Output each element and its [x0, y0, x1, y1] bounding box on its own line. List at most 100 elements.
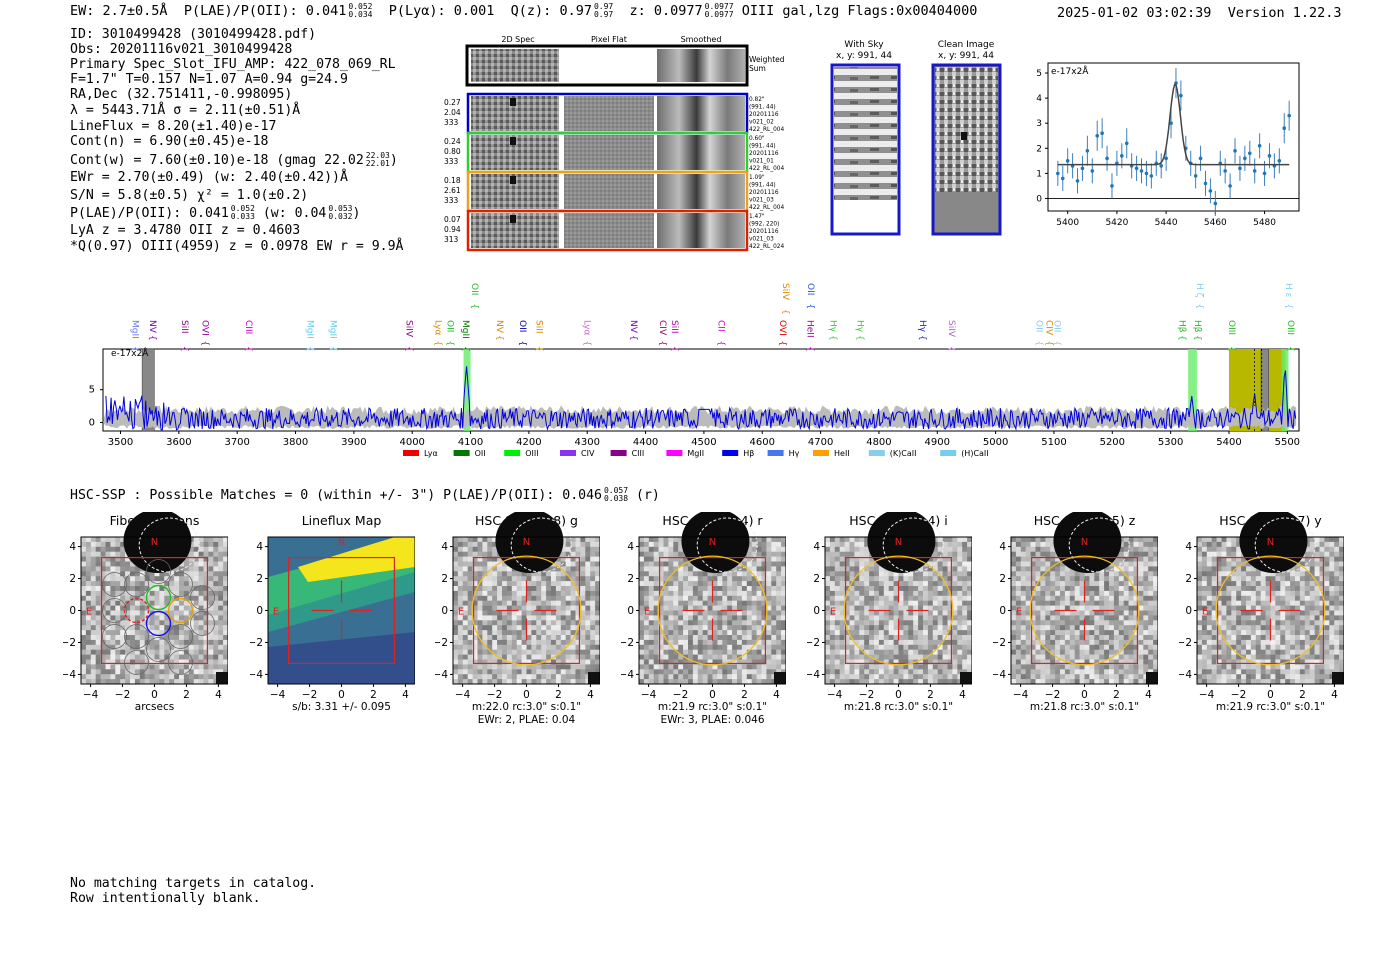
hsc-noise [453, 537, 600, 685]
hsc-noise [825, 537, 972, 685]
hsc-north-label: N [151, 537, 158, 548]
spec-legend-label: MgII [687, 449, 704, 458]
hsc-ytick-label: −2 [807, 637, 820, 649]
zoom-point [1223, 169, 1227, 173]
hsc-match-circle [843, 555, 954, 666]
spec-emission-bracket: { [669, 346, 679, 352]
clean-image-title: Clean Image [938, 40, 995, 50]
hsc-ytick-label: 0 [441, 605, 448, 617]
hsc-flux-peak [298, 537, 415, 582]
cutout-left-label: 2.04 [444, 108, 461, 117]
hsc-aperture-box [844, 556, 953, 665]
spec-legend-label: CIV [581, 449, 595, 458]
info-lya: LyA z = 3.4780 OII z = 0.4603 [70, 223, 301, 238]
cutout-left-label: 333 [444, 157, 459, 166]
cutout-right-label: 1.09" [749, 175, 765, 181]
spec-emission-bracket: { [1044, 341, 1054, 347]
hsc-xtick-label: 4 [215, 689, 222, 701]
hsc-xtick-label: 2 [1113, 689, 1120, 701]
hsc-xtick-label: 2 [183, 689, 190, 701]
weighted-sum-spec [471, 49, 559, 82]
header-line: OIII gal,lzg Flags:0x00404000 [741, 3, 978, 19]
hsc-xtick-label: −4 [827, 689, 843, 701]
spec-emission-label: NV [147, 320, 157, 334]
spec-emission-label: CIV [1044, 320, 1054, 336]
hsc-fiber-colored [145, 584, 172, 611]
spec-emission-bracket: { [716, 341, 726, 347]
hsc-xtick-label: 0 [709, 689, 716, 701]
cutout-left-label: 0.27 [444, 98, 461, 107]
spec-emission-label: CIV [657, 320, 667, 336]
hsc-xtick-label: 4 [773, 689, 780, 701]
spec-emission-bracket: { [469, 304, 479, 310]
hsc-north-label: N [523, 537, 530, 548]
spec-legend-swatch [868, 450, 885, 456]
hsc-east-label: E [644, 607, 650, 618]
hsc-east-label: E [273, 607, 279, 618]
zoom-xtick-label: 5440 [1155, 218, 1178, 228]
spec-emission-bracket: { [1226, 346, 1236, 352]
hsc-star-mask [1068, 517, 1130, 573]
cutout-left-label: 333 [444, 118, 459, 127]
hsc-ytick-label: 4 [256, 541, 263, 553]
hsc-fiber-grey [190, 611, 215, 636]
zoom-point [1262, 171, 1267, 176]
spec-emission-label: OII [1052, 320, 1062, 332]
hsc-aperture-box [1030, 556, 1139, 665]
hsc-north-label: N [338, 537, 345, 548]
hsc-xtick-label: 2 [555, 689, 562, 701]
spec-emission-bracket: { [780, 309, 790, 315]
spec-legend-swatch [610, 450, 627, 456]
cutout-left-label: 0.07 [444, 215, 461, 224]
spec-xtick-label: 5100 [1041, 437, 1066, 448]
hsc-corner-dark [588, 672, 600, 684]
header-plae-lo: 0.034 [348, 10, 373, 19]
info-sn: S/N = 5.8(±0.5) χ² = 1.0(±0.2) [70, 188, 309, 203]
spec-legend-swatch [504, 450, 521, 456]
hsc-east-label: E [458, 607, 464, 618]
spec-emission-bracket: { [628, 335, 638, 341]
hsc-ytick-label: −4 [807, 669, 820, 681]
spec-emission-label: H ε [1283, 283, 1293, 298]
spec-emission-label: MgII [304, 320, 314, 339]
spec-emission-label: MgII [328, 320, 338, 339]
hsc-fiber-colored [145, 610, 172, 637]
cutout-smooth [657, 135, 745, 170]
zoom-point [1238, 166, 1242, 171]
hsc-ytick-label: −2 [435, 637, 448, 649]
cutout-header-flat: Pixel Flat [591, 35, 627, 44]
spec-emission-label: OVI [199, 320, 209, 336]
spec-emission-label: Hγ [854, 320, 864, 333]
spec-emission-bracket: { [777, 341, 787, 347]
hsc-panel-1: Lineflux Map N E −4 −4 −2 −2 0 0 2 2 4 4 s/b: 3.31 +/… [250, 513, 415, 713]
header-z-hi: 0.0977 [704, 2, 734, 11]
zoom-point [1282, 126, 1287, 131]
spec-legend-label: (H)CaII [961, 449, 988, 458]
spec-xtick-label: 4200 [516, 437, 541, 448]
spec-legend-label: Hβ [743, 449, 754, 458]
zoom-axes-frame [1047, 62, 1300, 212]
hsc-north-label: N [1081, 537, 1088, 548]
hsc-corner-dark [774, 672, 786, 684]
cutout-right-label: 422_RL_004 [749, 127, 784, 133]
spec-xtick-label: 4100 [458, 437, 483, 448]
header-version: 2025-01-02 03:02:39 Version 1.22.3 [1057, 5, 1342, 21]
info-contn: Cont(n) = 6.90(±0.45)e-18 [70, 134, 269, 149]
spec-legend-swatch [560, 450, 576, 456]
weighted-sum-label-1: Weighted [749, 55, 785, 64]
zoom-point [1149, 174, 1154, 178]
spec-emission-bracket: { [804, 346, 814, 352]
spec-emission-label: OII [805, 283, 815, 295]
spec-highlight-green [1281, 349, 1289, 431]
hsc-panel-title: Lineflux Map [302, 513, 382, 528]
zoom-ytick-label: 1 [1036, 169, 1042, 179]
cutout-smooth [657, 213, 745, 248]
hsc-fiber-grey [168, 572, 193, 597]
hsc-xtick-label: −2 [487, 689, 502, 701]
spec-emission-label: HeII [804, 320, 814, 338]
spec-emission-label: NV [494, 320, 504, 334]
spec-emission-label: CII [716, 320, 726, 332]
hsc-ytick-label: 0 [999, 605, 1006, 617]
full-spectrum-chart: 0 5 3500 3600 3700 3800 3900 4000 4100 4200 4300 44… [89, 283, 1300, 458]
